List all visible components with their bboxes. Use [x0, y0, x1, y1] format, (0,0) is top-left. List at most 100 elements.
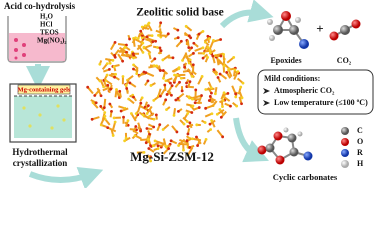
framework-bond	[172, 113, 176, 117]
framework-bond	[187, 146, 194, 156]
framework-bond	[185, 139, 189, 143]
framework-bond	[171, 56, 175, 60]
step-label: crystallization	[13, 158, 68, 168]
framework-bond	[190, 74, 194, 78]
framework-bond	[201, 29, 205, 33]
framework-bond	[192, 51, 195, 55]
framework-bond	[134, 36, 137, 40]
framework-bond	[186, 112, 190, 115]
reagent: HCl	[40, 21, 53, 29]
framework-bond	[110, 110, 113, 113]
framework-bond	[211, 54, 215, 58]
framework-bond	[161, 58, 165, 62]
framework-bond	[196, 144, 199, 147]
framework-bond	[204, 88, 208, 91]
framework-bond	[99, 105, 103, 108]
gel-label: Mg-containing gels	[18, 86, 71, 93]
framework-bond	[107, 126, 117, 133]
material-name: Mg-Si-ZSM-12	[130, 149, 214, 164]
framework-bond	[240, 102, 243, 106]
framework-bond	[158, 46, 162, 50]
framework-bond	[103, 98, 107, 108]
framework-bond	[194, 88, 198, 92]
framework-bond	[222, 91, 226, 95]
framework-bond	[121, 75, 125, 78]
framework-bond	[156, 144, 160, 148]
framework-bond	[94, 101, 98, 105]
reagent: TEOS	[40, 29, 59, 37]
framework-bond	[100, 115, 106, 125]
framework-bond	[124, 136, 128, 140]
framework-bond	[156, 46, 160, 49]
framework-bond	[117, 53, 124, 62]
framework-bond	[125, 52, 135, 59]
framework-bond	[203, 121, 207, 124]
framework-bond	[135, 72, 139, 76]
reagent: H₂O	[40, 13, 54, 21]
framework-bond	[118, 46, 128, 54]
framework-bond	[106, 126, 110, 130]
framework-bond	[231, 85, 237, 95]
framework-bond	[144, 141, 148, 145]
framework-bond	[103, 111, 107, 114]
framework-bond	[105, 62, 109, 66]
framework-bond	[165, 93, 169, 96]
framework-bond	[201, 46, 205, 50]
framework-bond	[121, 59, 125, 63]
framework-bond	[109, 41, 116, 51]
framework-bond	[190, 97, 194, 101]
framework-bond	[151, 40, 155, 44]
framework-bond	[142, 45, 146, 49]
framework-bond	[188, 146, 191, 149]
framework-bond	[213, 92, 217, 96]
framework-bond	[200, 75, 204, 78]
framework-bond	[186, 132, 190, 136]
framework-bond	[222, 52, 225, 56]
framework-bond	[113, 120, 117, 124]
framework-bond	[163, 83, 167, 87]
legend-atom: H	[357, 159, 364, 168]
framework-bond	[111, 134, 115, 137]
framework-bond	[103, 114, 107, 118]
framework-bond	[123, 139, 127, 143]
framework-bond	[177, 109, 180, 113]
framework-bond	[86, 85, 90, 89]
framework-bond	[183, 65, 186, 69]
beaker	[7, 16, 67, 63]
framework-bond	[102, 85, 106, 89]
framework-bond	[182, 122, 186, 126]
framework-bond	[215, 112, 219, 116]
legend-atom: R	[357, 148, 363, 157]
product-label: Cyclic carbonates	[273, 172, 338, 182]
framework-bond	[166, 32, 170, 36]
framework-bond	[126, 119, 130, 123]
framework-bond	[195, 123, 199, 127]
framework-bond	[177, 67, 181, 71]
framework-bond	[187, 95, 191, 99]
carbonate-molecule	[257, 127, 313, 165]
framework-bond	[145, 71, 155, 77]
framework-bond	[155, 64, 159, 68]
framework-bond	[132, 56, 136, 60]
framework-bond	[113, 54, 117, 57]
framework-bond	[234, 92, 238, 96]
framework-bond	[113, 40, 117, 44]
framework-bond	[169, 81, 172, 85]
framework-bond	[179, 76, 183, 80]
framework-bond	[132, 67, 135, 71]
epoxide-molecule	[267, 11, 309, 49]
framework-bond	[136, 42, 144, 51]
framework-bond	[141, 50, 145, 54]
bullet	[263, 88, 270, 94]
flow-arrows	[26, 0, 274, 188]
framework-bond	[185, 120, 189, 123]
framework-bond	[218, 72, 222, 76]
framework-bond	[129, 112, 133, 115]
legend-atom: C	[357, 126, 363, 135]
framework-bond	[146, 79, 150, 83]
framework-bond	[124, 83, 128, 87]
framework-bond	[150, 34, 154, 38]
framework-bond	[222, 64, 226, 68]
framework-bond	[174, 98, 178, 102]
framework-bond	[105, 73, 109, 77]
